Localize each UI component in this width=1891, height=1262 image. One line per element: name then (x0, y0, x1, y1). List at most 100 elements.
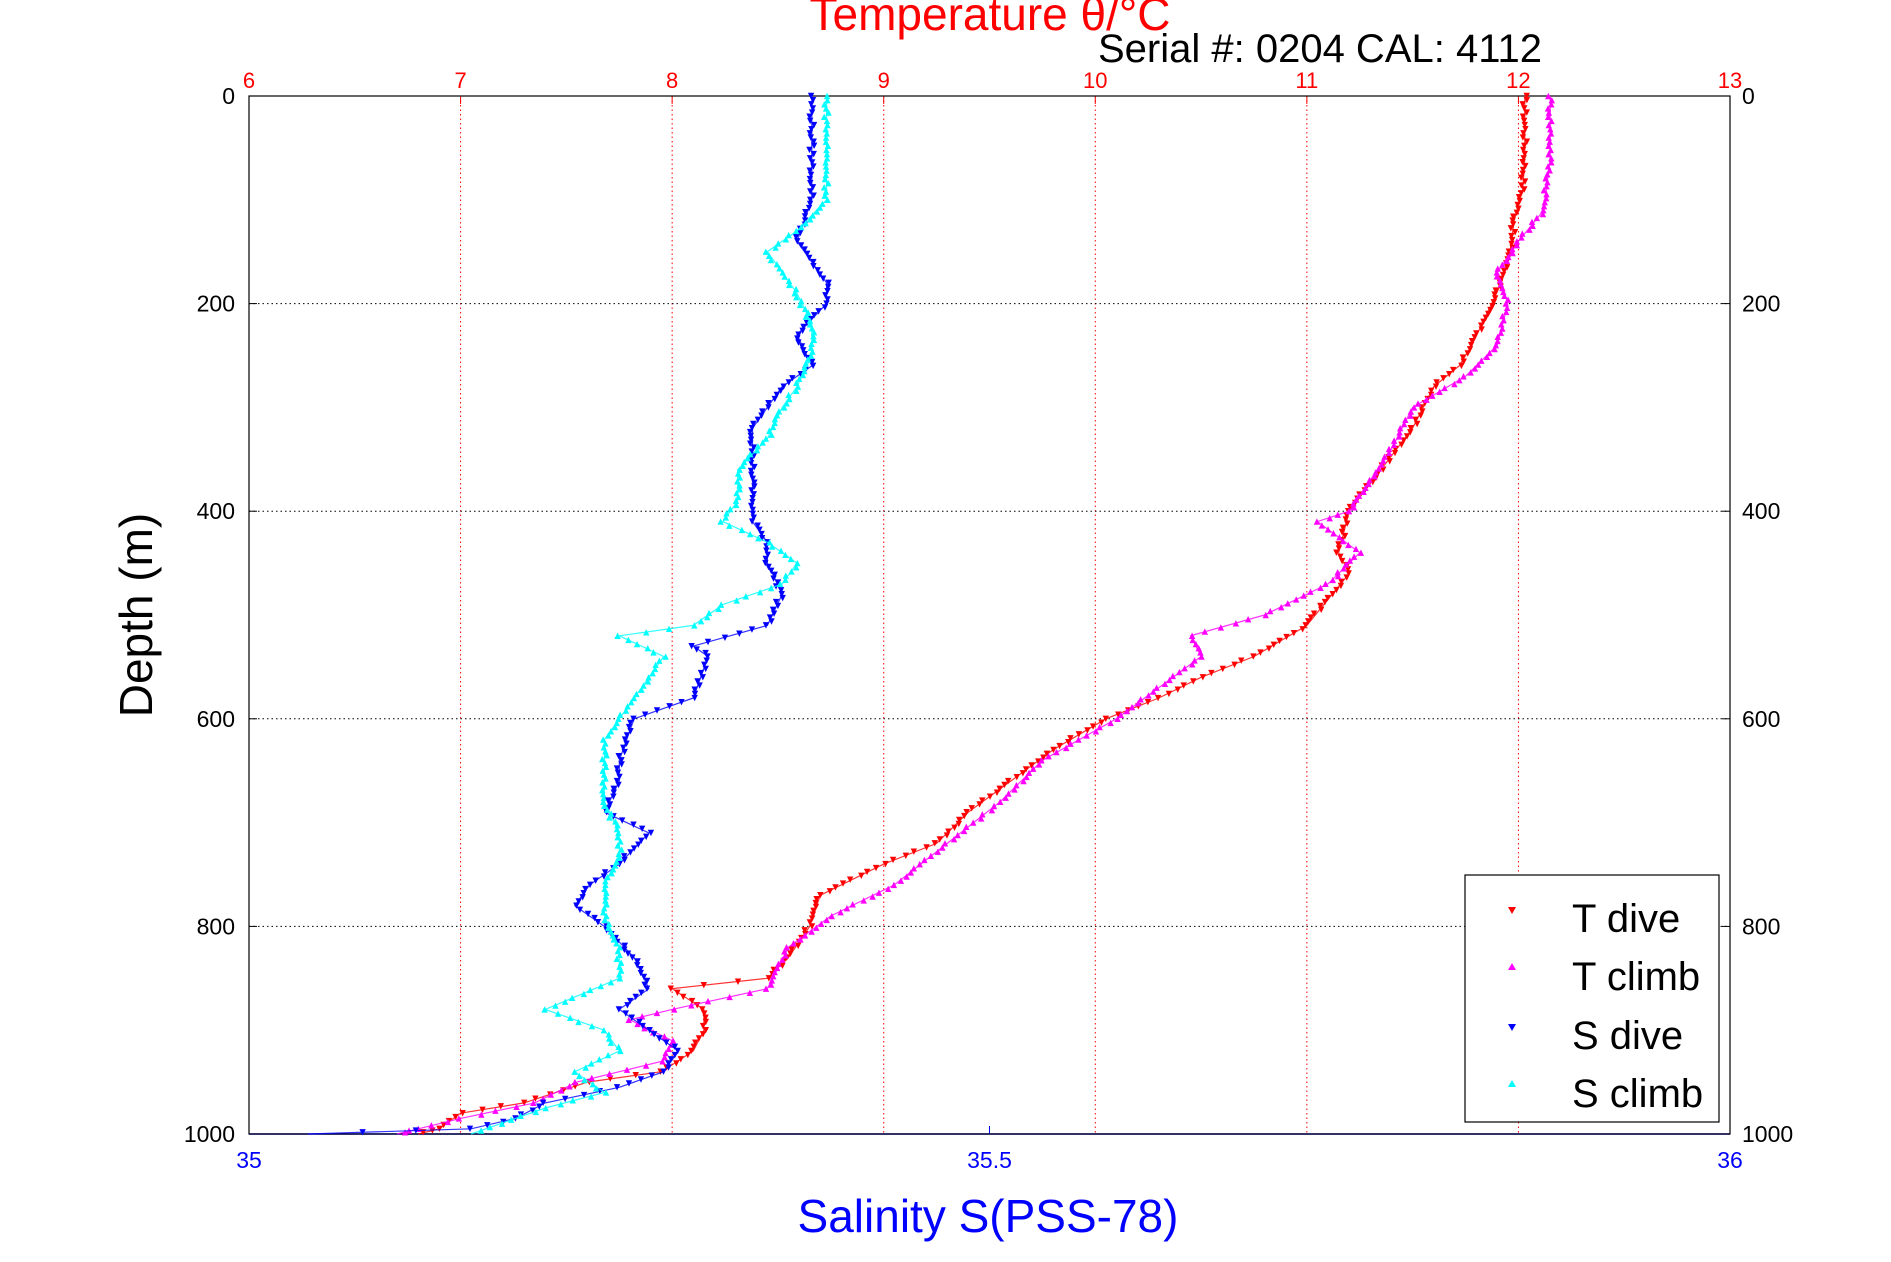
data-point (774, 579, 782, 586)
data-point (1144, 698, 1152, 706)
data-point (1114, 715, 1121, 722)
data-point (1123, 707, 1131, 715)
data-point (1098, 719, 1105, 726)
data-point (1372, 469, 1379, 476)
data-point (1491, 291, 1498, 298)
data-point (747, 436, 755, 444)
data-point (1486, 349, 1493, 357)
data-point (634, 1020, 641, 1028)
data-point (704, 638, 712, 646)
data-point (736, 474, 744, 481)
data-point (822, 171, 830, 179)
data-point (869, 893, 876, 900)
data-point (808, 101, 815, 108)
data-point (777, 547, 785, 554)
data-point (787, 950, 794, 957)
data-point (1342, 516, 1349, 523)
data-point (1023, 773, 1030, 781)
data-point (822, 105, 830, 112)
data-point (532, 1108, 540, 1116)
data-point (623, 1066, 631, 1073)
data-point (582, 885, 589, 893)
data-point (630, 715, 637, 722)
data-point (641, 711, 649, 718)
data-point (702, 665, 709, 673)
data-point (1522, 162, 1529, 170)
data-point (632, 1071, 639, 1079)
data-point (704, 653, 711, 660)
data-point (810, 121, 818, 129)
data-point (600, 794, 607, 802)
data-point (650, 649, 657, 656)
data-point (927, 852, 935, 860)
data-point (599, 790, 607, 798)
data-point (1244, 615, 1252, 623)
data-point (742, 593, 750, 600)
data-point (1485, 310, 1492, 318)
data-point (807, 179, 814, 187)
data-point (758, 530, 765, 538)
data-point (794, 942, 802, 950)
data-point (979, 797, 986, 804)
data-point (466, 1125, 474, 1133)
data-point (1056, 742, 1063, 750)
data-point (640, 682, 647, 689)
data-point (621, 736, 629, 743)
data-point (796, 301, 804, 309)
data-point (771, 571, 778, 578)
data-point (762, 622, 770, 629)
data-point (1545, 92, 1552, 100)
data-point (986, 793, 994, 800)
data-point (785, 277, 793, 284)
data-point (607, 1039, 615, 1046)
y-axis-label-depth: Depth (m) (110, 513, 162, 717)
data-point (1497, 329, 1505, 336)
data-point (849, 901, 856, 908)
data-point (1107, 719, 1114, 727)
data-point (797, 936, 804, 943)
data-point (688, 642, 695, 650)
data-point (642, 833, 650, 841)
data-point (703, 657, 710, 664)
data-point (1355, 492, 1363, 499)
data-point (1350, 553, 1358, 560)
data-point (771, 395, 778, 403)
data-point (575, 898, 582, 905)
data-point (1300, 592, 1307, 599)
data-point (704, 613, 711, 621)
data-point (1043, 750, 1051, 758)
data-point (642, 1062, 650, 1069)
data-point (960, 827, 968, 835)
data-point (542, 1104, 549, 1112)
data-point (587, 1093, 595, 1100)
data-point (793, 387, 800, 394)
data-point (602, 881, 609, 889)
data-point (806, 919, 814, 926)
depth-tick-label-right: 0 (1742, 83, 1755, 109)
data-point (1366, 476, 1373, 484)
data-point (1440, 375, 1447, 382)
data-point (665, 1064, 672, 1071)
data-point (1467, 341, 1475, 349)
data-point (1523, 96, 1531, 104)
legend-marker-t-climb (1508, 963, 1516, 970)
data-point (1365, 480, 1372, 488)
data-point (609, 932, 616, 939)
data-point (541, 1006, 548, 1013)
data-point (513, 1103, 520, 1110)
data-point (726, 993, 733, 1001)
data-point (782, 572, 789, 579)
data-point (787, 555, 795, 563)
data-point (801, 932, 809, 939)
data-point (591, 914, 598, 922)
data-point (649, 669, 656, 677)
data-point (636, 1018, 643, 1026)
data-point (614, 833, 621, 841)
data-point (618, 817, 626, 824)
data-point (1169, 672, 1177, 680)
depth-tick-label-right: 600 (1742, 706, 1780, 732)
data-point (762, 435, 770, 442)
data-point (702, 649, 709, 657)
data-point (1500, 288, 1507, 296)
data-point (1302, 622, 1309, 629)
